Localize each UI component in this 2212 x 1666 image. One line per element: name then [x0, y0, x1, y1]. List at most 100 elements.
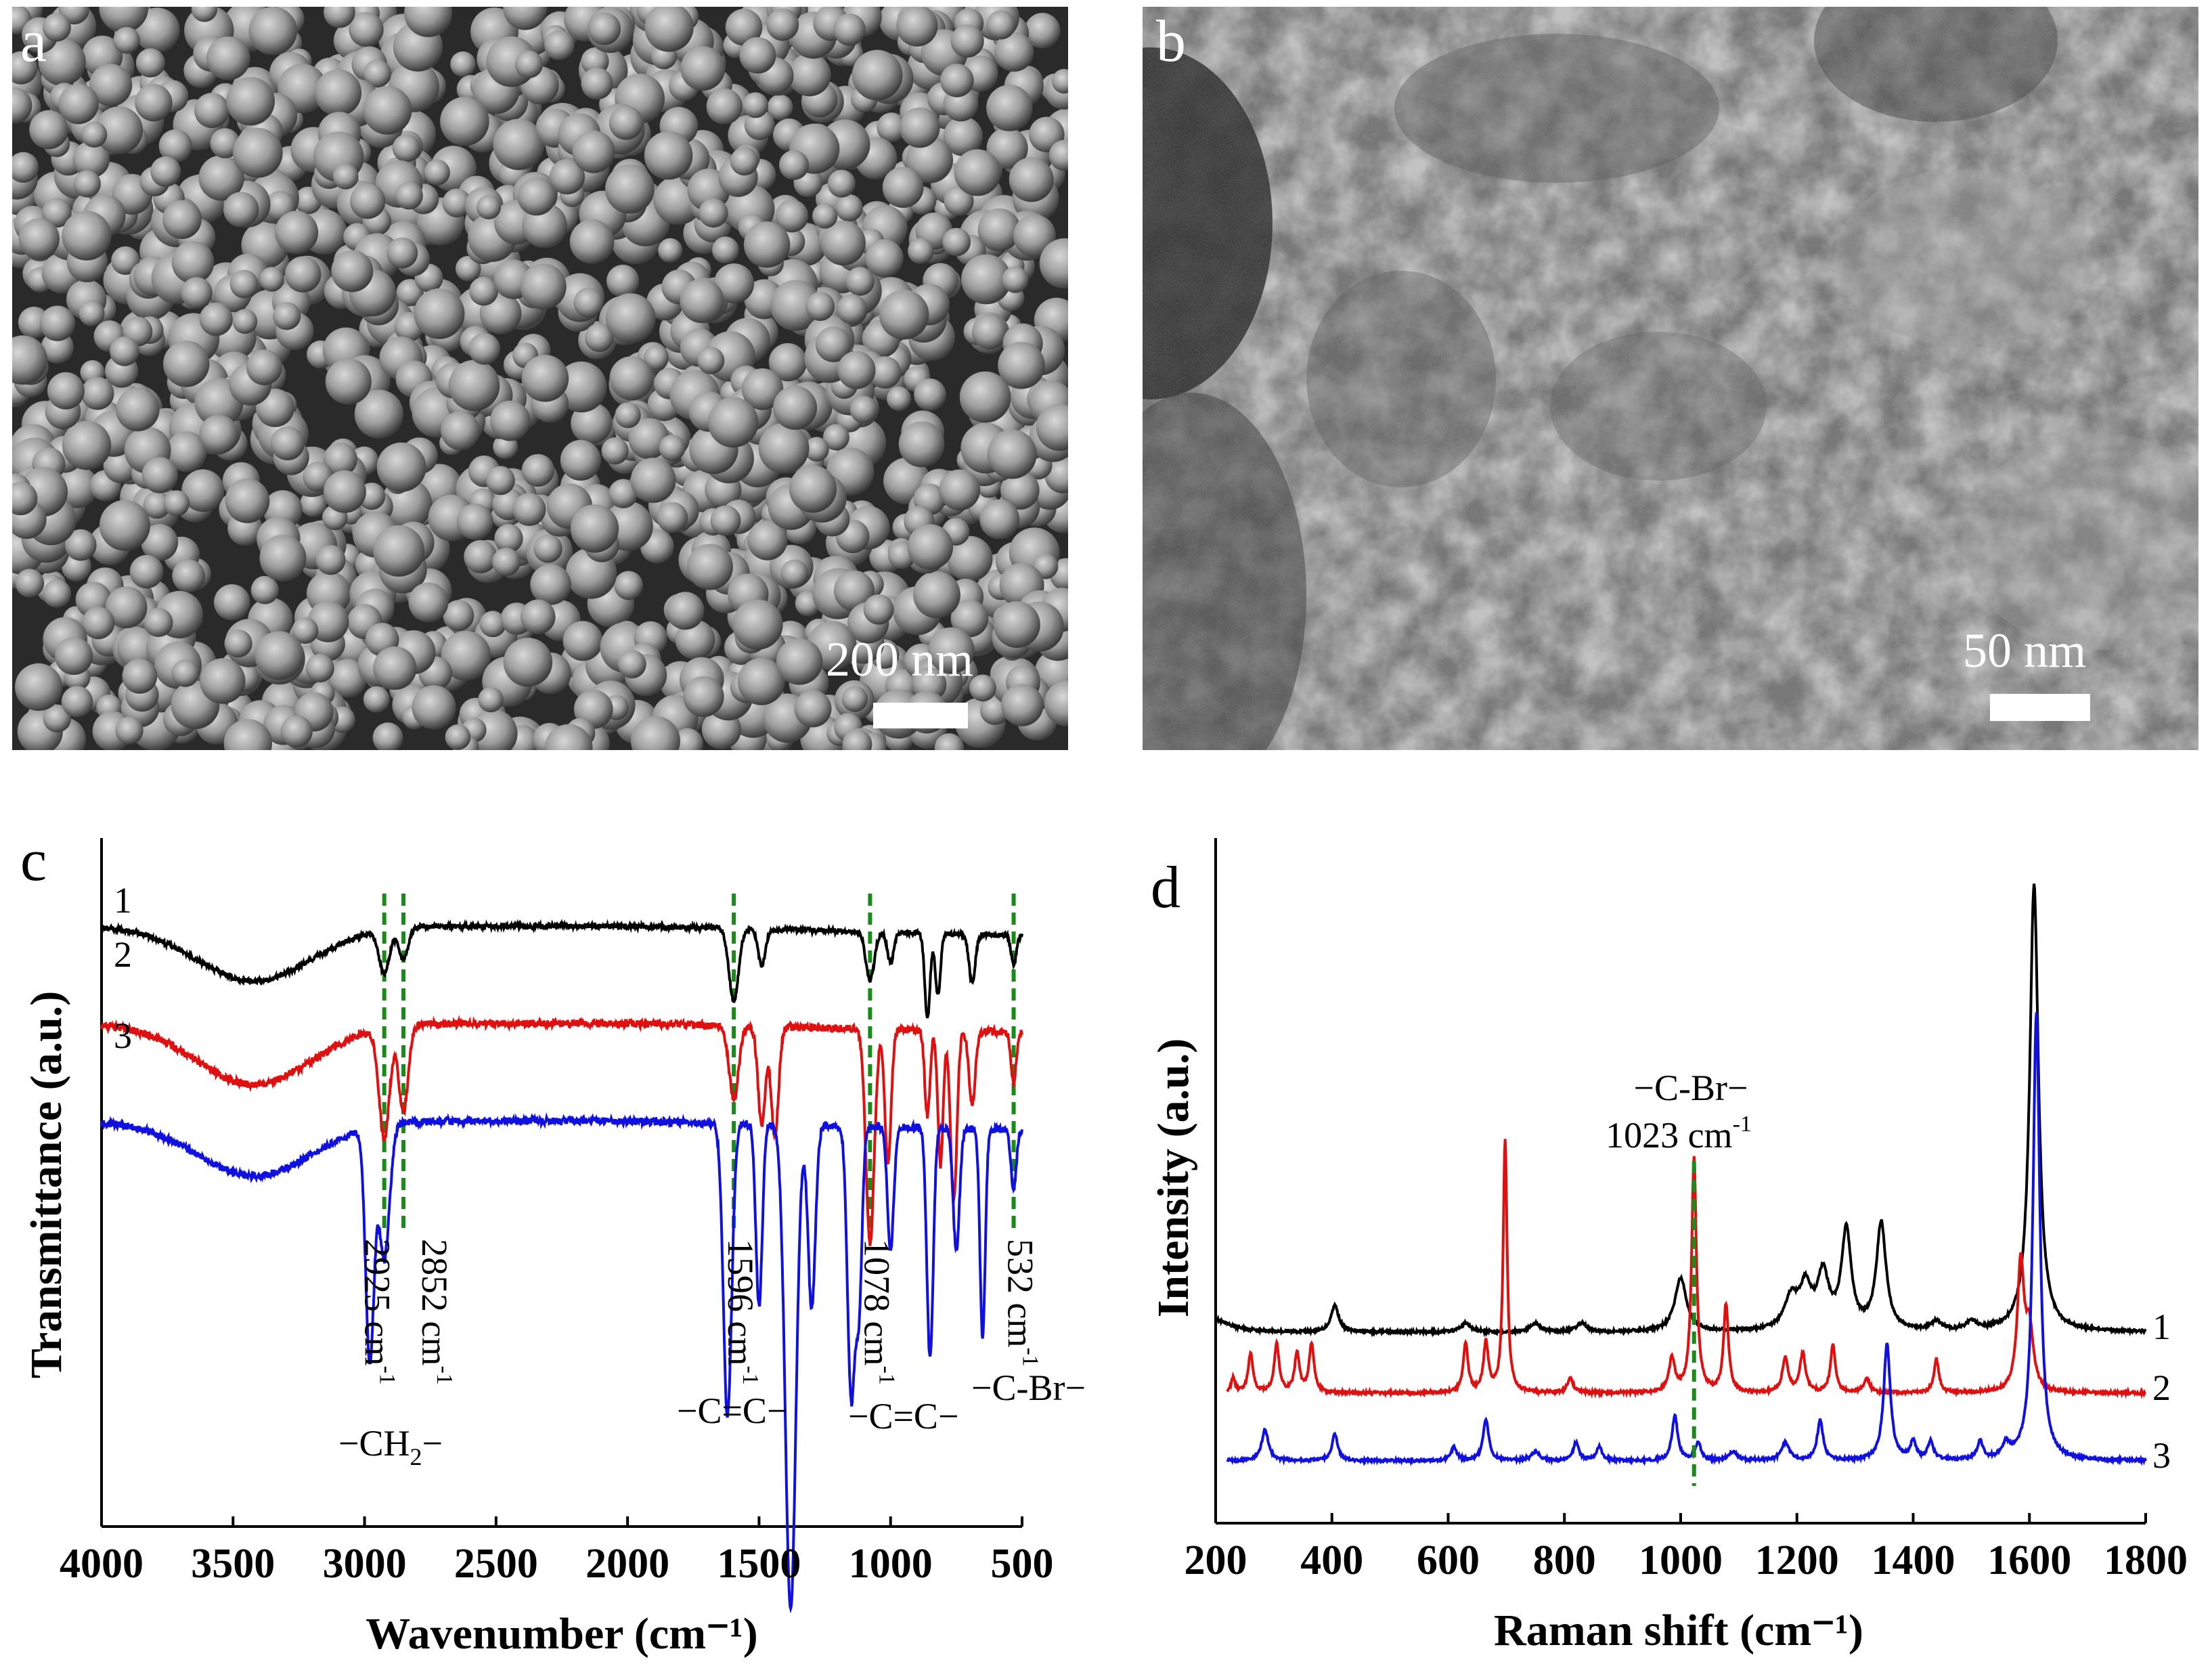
- sem-particle: [954, 149, 1001, 196]
- sem-particle: [273, 302, 301, 330]
- sem-particle: [43, 579, 72, 608]
- sem-particle: [331, 250, 374, 292]
- sem-particle: [977, 208, 1021, 252]
- sem-particle: [396, 279, 424, 307]
- sem-particle: [248, 7, 297, 56]
- sem-particle: [770, 280, 822, 331]
- sem-particle: [255, 631, 304, 680]
- sem-particle: [232, 309, 258, 334]
- panel-c-y-axis-title: Transmittance (a.u.): [22, 991, 71, 1379]
- panel-d-series-2: [1226, 1139, 2146, 1400]
- sem-particle: [441, 411, 480, 451]
- sem-particle: [732, 599, 783, 650]
- panel-d-x-tick-label: 200: [1185, 1537, 1247, 1583]
- sem-particle: [863, 594, 894, 625]
- band-label-text: 2852 cm: [414, 1239, 455, 1365]
- sem-particle: [944, 185, 974, 216]
- sem-particle: [315, 545, 346, 575]
- sem-particle: [515, 50, 543, 79]
- sem-particle: [206, 36, 250, 81]
- sem-particle: [1039, 238, 1068, 289]
- sem-particle: [942, 227, 971, 257]
- sem-particle: [275, 211, 319, 255]
- sem-particle: [699, 198, 728, 228]
- sem-particle: [998, 342, 1045, 389]
- panel-d-y-axis-title: Intensity (a.u.): [1149, 1038, 1198, 1318]
- sem-particle: [62, 211, 112, 261]
- band-label-text: 2925 cm: [357, 1239, 398, 1365]
- sem-particle: [851, 49, 903, 101]
- sem-particle: [1013, 214, 1056, 257]
- sem-particle: [445, 724, 471, 750]
- sem-particle: [950, 24, 984, 58]
- sem-particle: [214, 584, 250, 621]
- sem-particle: [129, 554, 164, 589]
- sem-particle: [900, 107, 940, 148]
- sem-particle: [950, 599, 989, 638]
- sem-particle: [971, 314, 1007, 350]
- sem-particle: [171, 241, 215, 284]
- sem-particle: [443, 600, 474, 632]
- sem-particle: [725, 9, 763, 46]
- sem-particle: [224, 629, 252, 658]
- sem-particle: [12, 51, 38, 85]
- panel-c-group-cc1: −C=C−: [677, 1390, 787, 1431]
- sem-particle: [609, 479, 638, 508]
- sem-particle: [81, 121, 108, 148]
- sem-particle: [549, 158, 585, 195]
- sem-particle: [581, 47, 609, 76]
- panel-b-letter: b: [1156, 9, 1186, 74]
- sem-particle: [569, 219, 615, 264]
- panel-c-band-label: 2925 cm-1: [357, 1239, 400, 1385]
- sem-particle: [779, 150, 809, 180]
- sem-particle: [630, 716, 680, 750]
- sem-particle: [562, 621, 603, 661]
- panel-d-annot-line1: −C-Br−: [1634, 1068, 1748, 1108]
- sem-particle: [493, 118, 545, 171]
- panel-d-x-axis-title: Raman shift (cm⁻¹): [1494, 1606, 1863, 1655]
- sem-particle: [363, 686, 390, 713]
- panel-d-x-tick-label: 1400: [1872, 1537, 1955, 1583]
- sem-particle: [372, 722, 403, 750]
- band-label-sup: -1: [1018, 1347, 1043, 1366]
- sem-particle: [314, 69, 362, 116]
- sem-particle: [1024, 13, 1061, 49]
- panel-d-series-label-1: 1: [2152, 1307, 2171, 1347]
- sem-particle: [494, 524, 523, 553]
- sem-particle: [172, 559, 206, 593]
- sem-particle: [324, 7, 355, 28]
- sem-particle: [163, 490, 190, 517]
- sem-particle: [47, 372, 85, 410]
- sem-particle: [490, 400, 531, 441]
- sem-particle: [906, 136, 954, 183]
- sem-particle: [743, 221, 791, 268]
- sem-particle: [72, 141, 110, 178]
- sem-particle: [363, 85, 412, 135]
- sem-particle: [223, 192, 259, 227]
- sem-particle: [113, 26, 140, 54]
- band-label-sup: -1: [738, 1365, 763, 1384]
- sem-particle: [680, 278, 724, 324]
- sem-particle: [163, 341, 210, 387]
- sem-particle: [581, 67, 613, 100]
- sem-particle: [609, 356, 654, 401]
- sem-particle: [82, 607, 115, 640]
- panel-d-x-tick-label: 1800: [2104, 1537, 2188, 1583]
- sem-particle: [110, 336, 139, 366]
- sem-particle: [29, 110, 68, 150]
- sem-particle: [773, 385, 818, 430]
- sem-particle: [95, 106, 143, 154]
- panel-c-x-axis-title: Wavenumber (cm⁻¹): [366, 1609, 758, 1659]
- sem-particle: [503, 638, 553, 687]
- band-label-text: 1078 cm: [856, 1239, 897, 1365]
- sem-particle: [158, 129, 192, 163]
- sem-particle: [143, 491, 171, 519]
- sem-particle: [711, 236, 739, 264]
- sem-particle: [492, 548, 521, 576]
- sem-particle: [226, 76, 275, 126]
- panel-c-x-tick-label: 500: [991, 1541, 1054, 1587]
- sem-particle: [615, 402, 641, 429]
- sem-particle: [628, 418, 669, 459]
- sem-particle: [328, 659, 368, 698]
- sem-particle: [697, 347, 725, 374]
